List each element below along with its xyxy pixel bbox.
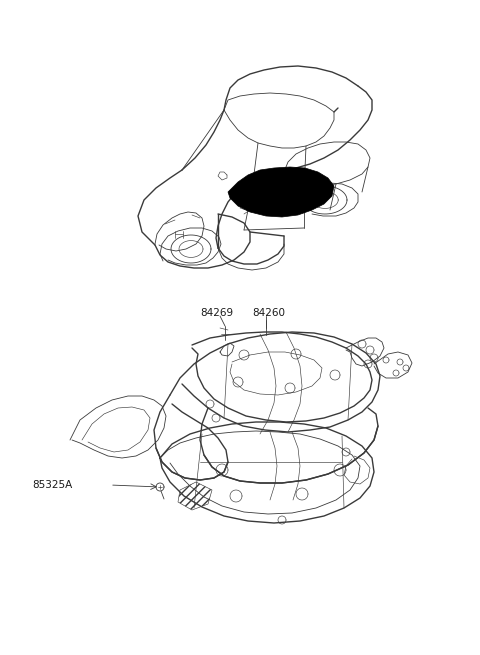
Polygon shape (228, 167, 334, 217)
Text: 85325A: 85325A (32, 480, 72, 490)
Text: 84269: 84269 (200, 308, 233, 318)
Text: 84260: 84260 (252, 308, 285, 318)
